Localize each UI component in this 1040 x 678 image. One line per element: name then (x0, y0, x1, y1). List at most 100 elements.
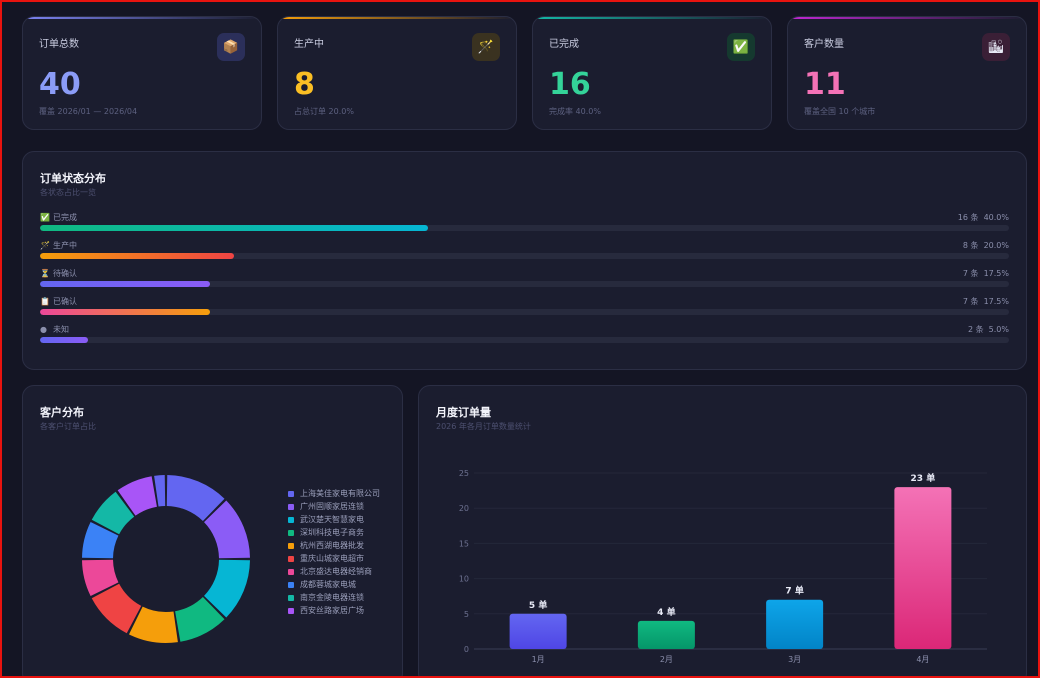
legend-item[interactable]: 南京金陵电器连锁 (288, 591, 380, 604)
status-count: 16 条 (957, 213, 979, 222)
donut-slice[interactable] (91, 491, 135, 535)
legend-swatch (288, 503, 294, 510)
y-tick-label: 0 (464, 645, 469, 654)
legend-item[interactable]: 重庆山城家电超市 (288, 552, 380, 565)
legend-item[interactable]: 杭州西湖电器批发 (288, 539, 380, 552)
progress-fill (40, 337, 89, 343)
status-percent: 17.5% (983, 269, 1009, 278)
legend-label: 广州固顺家居连锁 (300, 502, 364, 511)
legend-item[interactable]: 武汉楚天智慧家电 (288, 513, 380, 526)
status-count: 2 条 (967, 325, 984, 334)
wand-icon: 🪄 (40, 241, 50, 250)
stat-card-in-production: 生产中 🪄 8 占总订单 20.0% (277, 16, 517, 130)
legend-label: 成都蓉城家电城 (300, 580, 356, 589)
panel-subtitle: 2026 年各月订单数量统计 (436, 422, 531, 431)
customer-donut-chart (82, 475, 250, 643)
check-icon: ✅ (727, 33, 755, 61)
donut-slice[interactable] (117, 476, 157, 516)
bar-value-label: 7 单 (785, 585, 803, 597)
stat-value: 40 (39, 67, 81, 102)
customer-legend: 上海美佳家电有限公司 广州固顺家居连锁 武汉楚天智慧家电 深圳科技电子商务 杭州西湖电器… (288, 487, 380, 617)
legend-swatch (288, 490, 294, 497)
donut-slice[interactable] (154, 475, 166, 507)
donut-slice[interactable] (82, 521, 119, 559)
card-accent-line (278, 17, 516, 19)
panel-title: 月度订单量 (436, 406, 491, 419)
donut-slice[interactable] (204, 559, 250, 618)
donut-slice[interactable] (91, 583, 142, 634)
panel-subtitle: 各状态占比一览 (40, 188, 96, 197)
status-row: 🪄 生产中 8 条 20.0% (40, 240, 1009, 268)
bar[interactable] (509, 613, 567, 649)
x-tick-label: 4月 (916, 655, 929, 664)
monthly-orders-panel: 月度订单量 2026 年各月订单数量统计 0 5 10 15 20 25 5 单 1月 4 单 2… (418, 385, 1027, 676)
stat-label: 客户数量 (804, 39, 844, 50)
card-accent-line (788, 17, 1026, 19)
legend-item[interactable]: 西安丝路家居广场 (288, 604, 380, 617)
donut-slice[interactable] (166, 475, 225, 521)
stat-subtext: 覆盖全国 10 个城市 (804, 107, 876, 116)
status-percent: 5.0% (988, 325, 1009, 334)
legend-label: 上海美佳家电有限公司 (300, 489, 380, 498)
stat-value: 16 (549, 67, 591, 102)
hourglass-icon: ⏳ (40, 269, 50, 278)
status-distribution-panel: 订单状态分布 各状态占比一览 ✅ 已完成 16 条 40.0% 🪄 生产中 8 条 20.… (22, 151, 1027, 370)
package-icon: 📦 (217, 33, 245, 61)
customer-distribution-panel: 客户分布 各客户订单占比 上海美佳家电有限公司 广州固顺家居连锁 武汉楚天智慧家电深… (22, 385, 403, 676)
y-tick-label: 15 (459, 539, 469, 548)
status-row: ✅ 已完成 16 条 40.0% (40, 212, 1009, 240)
stat-label: 订单总数 (39, 39, 79, 50)
card-accent-line (533, 17, 771, 19)
bar[interactable] (766, 599, 824, 649)
legend-label: 武汉楚天智慧家电 (300, 515, 364, 524)
stat-card-completed: 已完成 ✅ 16 完成率 40.0% (532, 16, 772, 130)
legend-swatch (288, 568, 294, 575)
bar-value-label: 5 单 (529, 599, 547, 611)
card-accent-line (23, 17, 261, 19)
donut-slice[interactable] (128, 606, 178, 643)
bar-value-label: 23 单 (911, 472, 936, 484)
status-count: 8 条 (962, 241, 979, 250)
legend-label: 西安丝路家居广场 (300, 606, 364, 615)
progress-fill (40, 225, 428, 231)
progress-track (40, 253, 1009, 259)
x-tick-label: 3月 (788, 655, 801, 664)
stat-label: 生产中 (294, 39, 324, 50)
donut-slice[interactable] (82, 559, 119, 597)
panel-subtitle: 各客户订单占比 (40, 422, 96, 431)
legend-item[interactable]: 深圳科技电子商务 (288, 526, 380, 539)
bar[interactable] (637, 620, 695, 649)
donut-slice[interactable] (204, 500, 250, 559)
legend-swatch (288, 607, 294, 614)
stat-card-customers: 客户数量 🏙 11 覆盖全国 10 个城市 (787, 16, 1027, 130)
legend-label: 杭州西湖电器批发 (300, 541, 364, 550)
stat-subtext: 覆盖 2026/01 — 2026/04 (39, 107, 138, 116)
legend-swatch (288, 542, 294, 549)
stat-label: 已完成 (549, 39, 579, 50)
legend-label: 深圳科技电子商务 (300, 528, 364, 537)
legend-item[interactable]: 上海美佳家电有限公司 (288, 487, 380, 500)
bar-value-label: 4 单 (657, 606, 675, 618)
stat-subtext: 完成率 40.0% (549, 107, 601, 116)
bar[interactable] (894, 487, 952, 649)
dot-icon: ● (40, 325, 47, 334)
legend-swatch (288, 555, 294, 562)
legend-label: 南京金陵电器连锁 (300, 593, 364, 602)
panel-title: 客户分布 (40, 406, 84, 419)
status-count: 7 条 (962, 269, 979, 278)
status-percent: 40.0% (983, 213, 1009, 222)
city-icon: 🏙 (982, 33, 1010, 61)
legend-item[interactable]: 北京盛达电器经销商 (288, 565, 380, 578)
status-label: 已完成 (53, 213, 77, 222)
y-tick-label: 5 (464, 610, 469, 619)
progress-track (40, 225, 1009, 231)
clipboard-icon: 📋 (40, 297, 50, 306)
panel-title: 订单状态分布 (40, 172, 106, 185)
legend-item[interactable]: 成都蓉城家电城 (288, 578, 380, 591)
progress-track (40, 309, 1009, 315)
status-label: 待确认 (53, 269, 77, 278)
donut-slice[interactable] (175, 597, 225, 642)
legend-item[interactable]: 广州固顺家居连锁 (288, 500, 380, 513)
monthly-bar-chart: 0 5 10 15 20 25 5 单 1月 4 单 2月 7 单 3月 23 单 4月 (459, 469, 987, 664)
